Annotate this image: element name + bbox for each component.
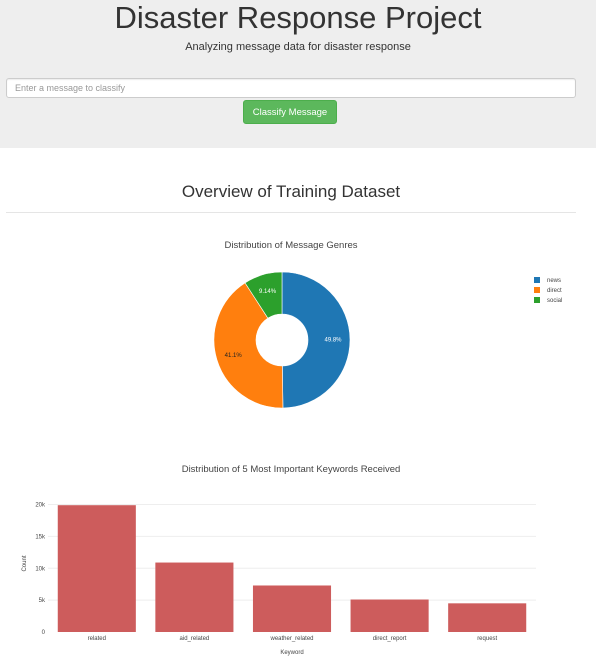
- bar-title: Distribution of 5 Most Important Keyword…: [182, 464, 401, 475]
- pie-slice-news: [281, 271, 351, 409]
- classify-message-button[interactable]: Classify Message: [243, 100, 337, 124]
- pie-title: Distribution of Message Genres: [224, 240, 357, 251]
- y-tick-label: 5k: [39, 598, 46, 604]
- x-tick-label: request: [477, 636, 497, 642]
- bar-related: [57, 505, 136, 632]
- section-divider: [6, 212, 576, 213]
- legend-swatch-direct: [534, 287, 540, 293]
- x-tick-label: direct_report: [373, 636, 407, 642]
- bar-direct_report: [350, 599, 429, 632]
- pie-label-direct: 41.1%: [225, 353, 243, 359]
- legend-label-news: news: [547, 278, 561, 284]
- header-banner: Disaster Response Project Analyzing mess…: [0, 0, 596, 148]
- legend-swatch-social: [534, 297, 540, 303]
- bar-aid_related: [155, 562, 234, 632]
- genre-pie-chart: Distribution of Message Genres 49.8% 41.1%…: [213, 240, 562, 409]
- bar-request: [448, 603, 527, 632]
- legend-label-social: social: [547, 298, 562, 304]
- y-tick-label: 15k: [35, 534, 46, 540]
- page-subtitle: Analyzing message data for disaster resp…: [185, 41, 411, 53]
- page-title: Disaster Response Project: [114, 0, 482, 35]
- x-axis-label: Keyword: [280, 650, 303, 656]
- legend-swatch-news: [534, 277, 540, 283]
- pie-slice-social: [244, 271, 283, 319]
- y-tick-label: 10k: [35, 566, 46, 572]
- x-tick-label: aid_related: [180, 636, 210, 642]
- x-tick-label: related: [88, 636, 106, 642]
- x-tick-label: weather_related: [269, 636, 313, 642]
- y-tick-label: 0: [42, 630, 46, 636]
- message-input[interactable]: [6, 78, 576, 98]
- y-axis-label: Count: [22, 555, 28, 571]
- pie-slice-direct: [213, 282, 284, 409]
- legend-label-direct: direct: [547, 288, 562, 294]
- section-title: Overview of Training Dataset: [181, 182, 401, 201]
- keyword-bar-chart: Distribution of 5 Most Important Keyword…: [22, 464, 536, 656]
- pie-label-social: 9.14%: [259, 289, 277, 295]
- pie-label-news: 49.8%: [324, 338, 342, 344]
- y-tick-label: 20k: [35, 503, 46, 509]
- bar-weather_related: [252, 585, 332, 632]
